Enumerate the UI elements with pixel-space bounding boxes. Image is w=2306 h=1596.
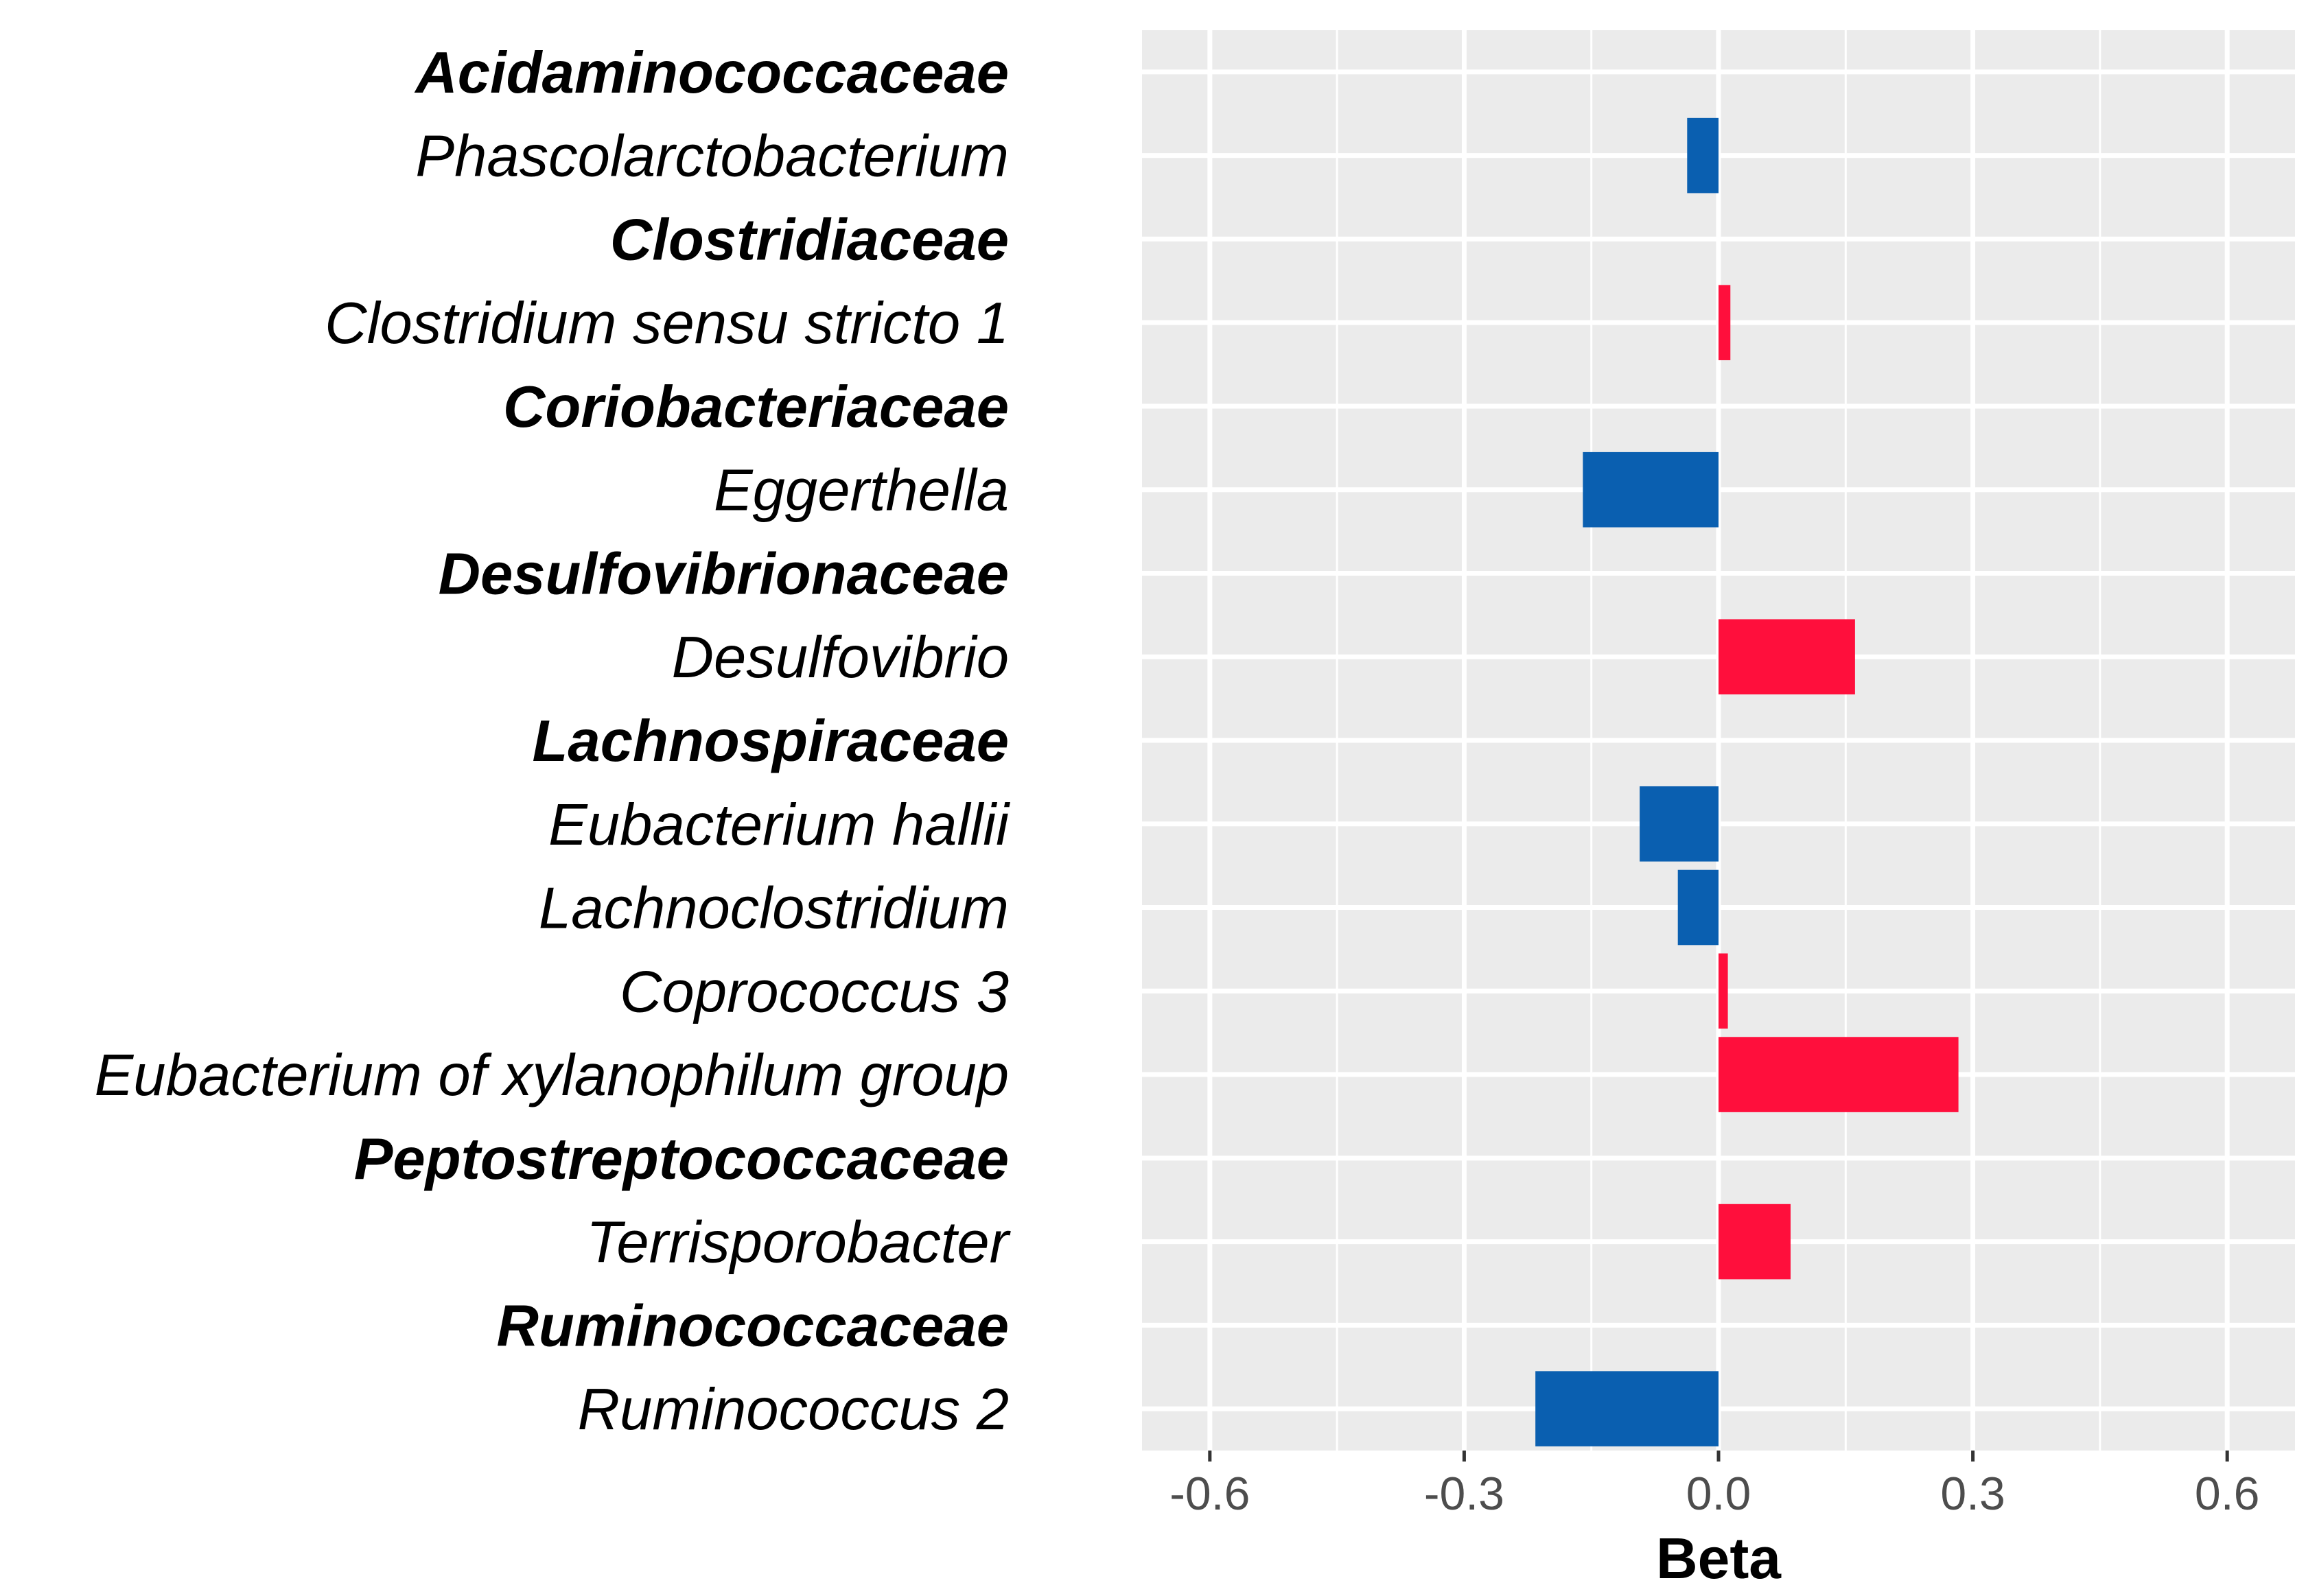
family-label: Peptostreptococcaceae [354, 1127, 1009, 1192]
family-label: Coriobacteriaceae [503, 375, 1009, 440]
x-tick-label: 0.3 [1940, 1468, 2005, 1520]
x-axis-title: Beta [1656, 1526, 1782, 1591]
genus-label: Phascolarctobacterium [415, 124, 1009, 189]
x-tick-label: 0.0 [1686, 1468, 1751, 1520]
row-labels: Acidaminococcaceae Phascolarctobacterium C… [95, 40, 1012, 1442]
genus-label: Lachnoclostridium [539, 876, 1009, 941]
bar-ruminococcus-2 [1535, 1371, 1719, 1446]
bar-clostridium-sensu-stricto-1 [1719, 285, 1731, 360]
bar-coprococcus-3 [1719, 953, 1728, 1029]
family-label: Desulfovibrionaceae [439, 541, 1009, 607]
genus-label: Desulfovibrio [672, 625, 1009, 690]
genus-label: Coprococcus 3 [620, 959, 1009, 1024]
bar-eubacterium-of-xylanophilum-group [1719, 1037, 1959, 1112]
family-label: Lachnospiraceae [533, 709, 1010, 774]
genus-label: Clostridium sensu stricto 1 [325, 291, 1009, 356]
genus-label: Eggerthella [714, 458, 1009, 524]
genus-label: Ruminococcus 2 [578, 1377, 1009, 1442]
bars [1535, 117, 1959, 1446]
x-axis: -0.6 -0.3 0.0 0.3 0.6 [1169, 1451, 2259, 1520]
genus-label: Terrisporobacter [586, 1210, 1011, 1276]
x-tick-label: -0.6 [1169, 1468, 1250, 1520]
family-label: Acidaminococcaceae [414, 40, 1009, 106]
genus-label: Eubacterium hallii [548, 793, 1010, 858]
x-tick-label: 0.6 [2195, 1468, 2260, 1520]
family-label: Ruminococcaceae [497, 1293, 1009, 1359]
x-tick-label: -0.3 [1424, 1468, 1504, 1520]
bar-eggerthella [1583, 451, 1719, 528]
bar-terrisporobacter [1719, 1204, 1791, 1280]
bar-phascolarctobacterium [1687, 117, 1719, 193]
family-label: Clostridiaceae [610, 207, 1009, 272]
genus-label: Eubacterium of xylanophilum group [95, 1043, 1009, 1108]
bar-eubacterium-hallii [1640, 786, 1719, 862]
bar-lachnoclostridium [1677, 869, 1719, 946]
bar-desulfovibrio [1719, 619, 1855, 695]
